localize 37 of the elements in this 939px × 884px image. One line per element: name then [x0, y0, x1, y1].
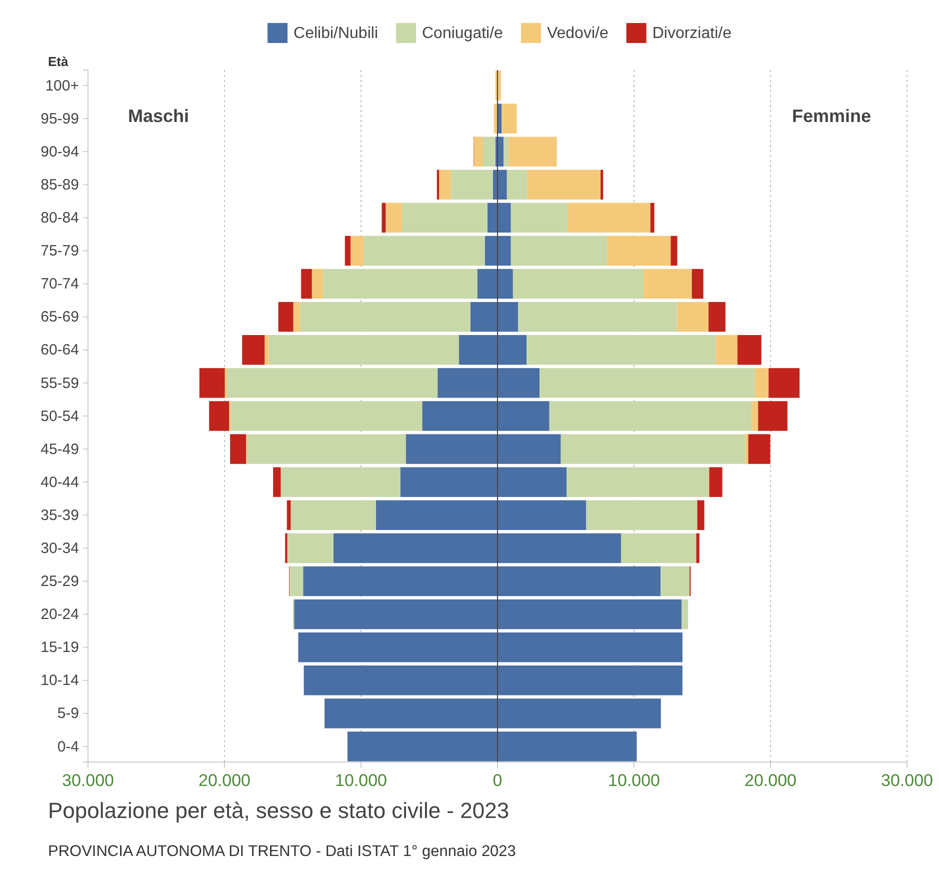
y-tick-label: 55-59	[40, 374, 79, 392]
x-tick-label: 10.000	[335, 771, 387, 790]
y-tick-label: 50-54	[40, 408, 79, 425]
y-tick-label: 25-29	[40, 573, 79, 590]
y-tick-label: 80-84	[40, 210, 79, 227]
x-tick-label: 20.000	[744, 771, 796, 790]
y-axis-title: Età	[48, 54, 69, 69]
y-tick-label: 85-89	[40, 176, 79, 194]
legend-label: Vedovi/e	[546, 25, 608, 42]
y-tick-label: 65-69	[40, 308, 79, 326]
text: Popolazione per età, sesso e stato civile - 2023	[48, 798, 510, 823]
y-tick-label: 95-99	[40, 110, 79, 128]
x-tick-label: 30.000	[881, 771, 933, 790]
y-tick-label: 60-64	[40, 342, 79, 359]
text: PROVINCIA AUTONOMA DI TRENTO - Dati ISTAT 1° gennaio 2023	[48, 843, 516, 860]
y-tick-label: 20-24	[40, 606, 79, 624]
legend-label: Celibi/Nubili	[294, 25, 378, 42]
legend-label: Divorziati/e	[652, 25, 732, 42]
y-tick-label: 40-44	[40, 474, 79, 491]
y-tick-label: 10-14	[40, 672, 79, 690]
y-tick-label: 30-34	[40, 540, 79, 557]
x-tick-label: 0	[492, 771, 502, 790]
x-tick-label: 30.000	[62, 771, 114, 790]
annotation: Maschi	[128, 106, 190, 126]
y-tick-label: 5-9	[57, 705, 79, 722]
y-tick-label: 15-19	[40, 639, 79, 656]
y-tick-label: 45-49	[40, 440, 79, 458]
y-tick-label: 70-74	[40, 276, 79, 293]
x-tick-label: 10.000	[608, 771, 660, 790]
x-tick-label: 20.000	[198, 771, 250, 790]
legend-label: Coniugati/e	[422, 25, 504, 42]
y-tick-label: 90-94	[40, 143, 79, 160]
y-tick-label: 0-4	[57, 738, 79, 756]
y-tick-label: 100+	[45, 77, 80, 94]
y-tick-label: 75-79	[40, 242, 79, 260]
y-tick-label: 35-39	[40, 506, 79, 524]
annotation: Femmine	[792, 106, 872, 126]
